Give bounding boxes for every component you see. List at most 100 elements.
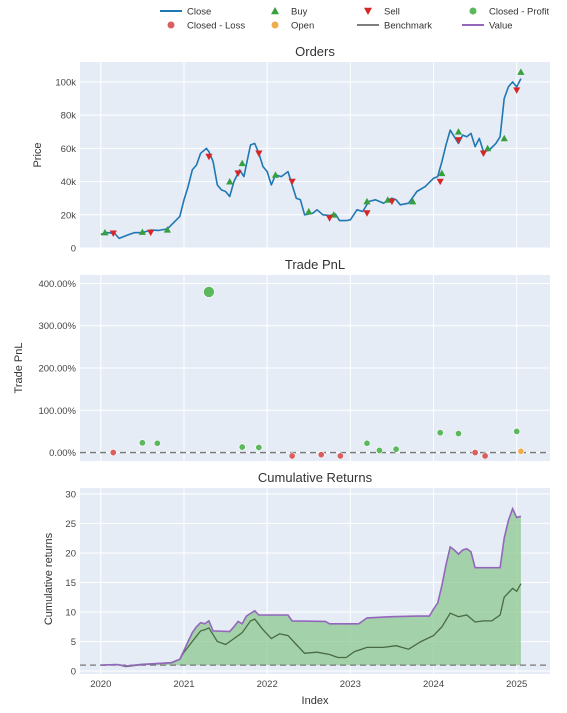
legend-item[interactable]: Open — [271, 21, 315, 32]
price-axis-title: Price — [32, 142, 44, 167]
plot-content — [80, 286, 550, 460]
trade-pnl-loss-point — [336, 452, 344, 460]
y-tick-label: 100.00% — [38, 406, 76, 417]
y-tick-label: 400.00% — [38, 279, 76, 290]
y-tick-label: 10 — [65, 608, 76, 619]
legend-label-closed-profit: Closed - Profit — [489, 7, 550, 18]
y-tick-label: 100k — [55, 77, 76, 88]
cumulative-returns-axis-title: Cumulative returns — [43, 532, 55, 625]
value-line — [100, 506, 522, 667]
x-tick-label: 2024 — [423, 679, 444, 690]
trade-pnl-profit-point — [454, 430, 462, 438]
sell-marker — [388, 198, 396, 206]
sell-marker — [479, 150, 488, 157]
chart-panels: 020k40k60k80k100k0.00%100.00%200.00%300.… — [38, 62, 550, 690]
legend-swatch-buy — [271, 7, 279, 15]
legend-item[interactable]: Benchmark — [357, 21, 432, 32]
legend-label-sell: Sell — [384, 7, 400, 18]
y-tick-label: 80k — [61, 111, 77, 122]
x-tick-label: 2021 — [173, 679, 194, 690]
y-tick-label: 20k — [61, 210, 77, 221]
trade-pnl-profit-point — [255, 443, 263, 451]
legend-item[interactable]: Sell — [364, 7, 400, 18]
sell-marker — [363, 210, 371, 217]
y-tick-label: 200.00% — [38, 364, 76, 375]
buy-marker — [238, 159, 246, 167]
sell-marker — [436, 178, 444, 186]
buy-marker — [454, 128, 463, 135]
x-tick-label: 2025 — [506, 679, 527, 690]
y-tick-label: 15 — [65, 578, 76, 589]
trade-pnl-profit-point — [363, 439, 371, 447]
y-tick-label: 40k — [61, 177, 77, 188]
legend-label-value: Value — [489, 21, 513, 32]
orders-panel-title: Orders — [295, 44, 335, 59]
panel-orders: 0 20k 40k 60k 80k 100k — [55, 62, 550, 255]
cumulative-returns-panel-title: Cumulative Returns — [258, 470, 373, 485]
legend-item[interactable]: Closed - Profit — [469, 7, 550, 18]
x-tick-label: 2022 — [257, 679, 278, 690]
x-tick-label: 2023 — [340, 679, 361, 690]
legend[interactable]: Close Closed - Loss Buy Open Sell Benchmark Cl… — [160, 7, 550, 32]
y-tick-label: 30 — [65, 489, 76, 500]
buy-marker — [138, 228, 146, 235]
y-tick-label: 0 — [71, 244, 76, 255]
legend-label-benchmark: Benchmark — [384, 21, 432, 32]
trade-pnl-panel-title: Trade PnL — [285, 257, 345, 272]
trade-pnl-profit-point — [392, 445, 400, 453]
plot-area — [80, 62, 550, 248]
sell-marker — [234, 170, 242, 177]
legend-item[interactable]: Closed - Loss — [167, 21, 246, 32]
trade-pnl-profit-point — [238, 443, 246, 451]
trade-pnl-loss-point — [109, 449, 117, 457]
x-tick-label: 2020 — [90, 679, 111, 690]
index-axis-title: Index — [302, 695, 329, 707]
trade-pnl-profit-point — [153, 439, 161, 447]
y-tick-label: 25 — [65, 519, 76, 530]
sell-marker — [325, 215, 334, 222]
y-tick-label: 20 — [65, 548, 76, 559]
legend-swatch-closed-profit — [469, 7, 477, 15]
trade-pnl-profit-point — [513, 427, 521, 435]
sell-marker — [513, 87, 521, 94]
legend-item[interactable]: Close — [160, 7, 211, 18]
buy-marker — [163, 226, 171, 233]
panel-trade-pnl: 0.00% 100.00% 200.00% 300.00% 400.00% — [38, 275, 550, 461]
trade-pnl-profit-point — [203, 286, 215, 298]
trade-pnl-loss-point — [288, 452, 296, 460]
buy-marker — [484, 144, 492, 152]
legend-label-buy: Buy — [291, 7, 308, 18]
y-tick-label: 300.00% — [38, 321, 76, 332]
plot-content — [80, 506, 550, 668]
trade-pnl-open-point — [517, 447, 525, 455]
legend-label-closed-loss: Closed - Loss — [187, 21, 245, 32]
buy-marker — [384, 196, 392, 203]
y-tick-label: 60k — [61, 144, 77, 155]
value-area-fill — [100, 508, 521, 666]
buy-marker — [271, 171, 280, 178]
trade-pnl-axis-title: Trade PnL — [13, 343, 25, 394]
trade-pnl-profit-point — [375, 446, 383, 454]
buy-marker — [305, 207, 313, 215]
sell-marker — [255, 150, 263, 157]
legend-item[interactable]: Value — [462, 21, 513, 32]
sell-marker — [288, 178, 296, 186]
legend-label-open: Open — [291, 21, 314, 32]
legend-label-close: Close — [187, 7, 211, 18]
benchmark-line — [100, 583, 522, 668]
y-tick-label: 0.00% — [49, 448, 76, 459]
legend-swatch-sell — [364, 7, 372, 15]
buy-marker — [500, 134, 508, 142]
buy-marker — [363, 197, 371, 205]
trade-pnl-loss-point — [317, 451, 325, 459]
buy-marker — [409, 197, 417, 205]
sell-marker — [205, 153, 213, 161]
plot-content — [100, 68, 525, 240]
sell-marker — [147, 229, 155, 237]
buy-marker — [101, 228, 109, 236]
legend-item[interactable]: Buy — [271, 7, 308, 18]
buy-marker — [438, 169, 446, 177]
trade-pnl-profit-point — [138, 439, 146, 447]
buy-marker — [517, 68, 525, 75]
